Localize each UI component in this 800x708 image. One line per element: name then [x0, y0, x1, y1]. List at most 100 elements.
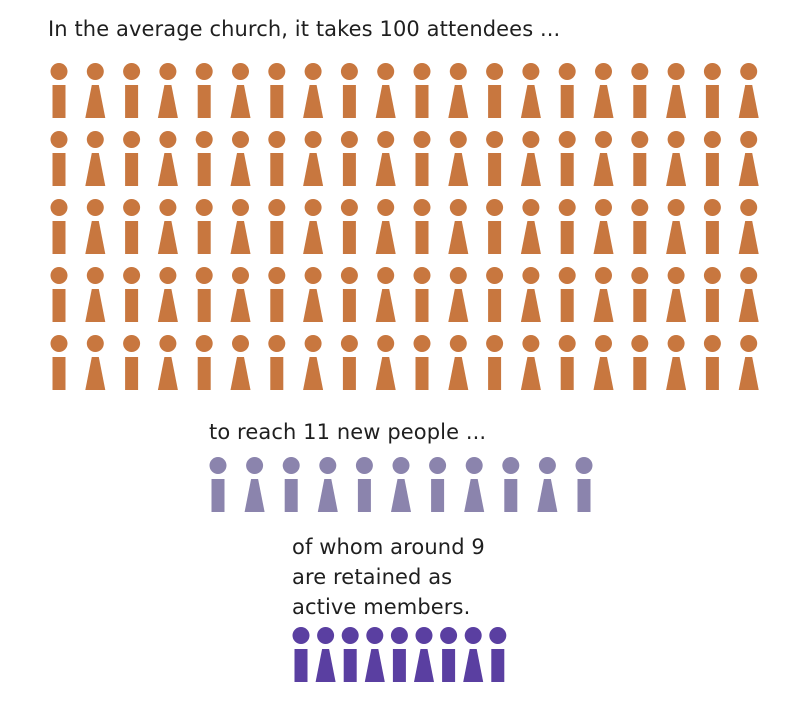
attendee-person-icon: [738, 131, 759, 186]
retained-person-icon: [440, 627, 458, 682]
retained-person-icon: [390, 627, 408, 682]
attendee-person-icon: [230, 131, 251, 186]
attendee-person-icon: [268, 267, 286, 322]
attendee-person-icon: [738, 335, 759, 390]
attendee-person-icon: [230, 335, 251, 390]
attendee-person-icon: [195, 199, 213, 254]
attendee-person-icon: [303, 335, 324, 390]
attendee-person-icon: [666, 267, 687, 322]
attendee-person-icon: [558, 199, 576, 254]
new-person-icon: [282, 457, 300, 512]
attendee-person-icon: [303, 267, 324, 322]
attendee-person-icon: [268, 63, 286, 118]
attendee-person-icon: [50, 199, 68, 254]
attendee-person-icon: [520, 131, 541, 186]
attendee-person-icon: [448, 131, 469, 186]
attendee-person-icon: [157, 335, 178, 390]
attendee-person-icon: [195, 63, 213, 118]
attendee-person-icon: [631, 131, 649, 186]
attendee-person-icon: [123, 335, 141, 390]
retained-person-icon: [414, 627, 434, 682]
attendee-person-icon: [631, 335, 649, 390]
attendee-person-icon: [375, 335, 396, 390]
attendee-person-icon: [448, 199, 469, 254]
attendee-person-icon: [738, 63, 759, 118]
attendee-person-icon: [486, 335, 504, 390]
new-person-icon: [537, 457, 558, 512]
attendee-person-icon: [448, 335, 469, 390]
attendee-person-icon: [50, 131, 68, 186]
attendee-person-icon: [631, 199, 649, 254]
attendee-person-icon: [703, 63, 721, 118]
attendee-person-icon: [558, 267, 576, 322]
attendee-person-icon: [413, 63, 431, 118]
attendee-person-icon: [123, 131, 141, 186]
attendee-person-icon: [268, 335, 286, 390]
retained-person-icon: [489, 627, 507, 682]
reach-caption: to reach 11 new people ...: [209, 420, 487, 444]
attendee-person-icon: [375, 131, 396, 186]
attendee-person-icon: [123, 199, 141, 254]
attendee-person-icon: [703, 267, 721, 322]
attendee-person-icon: [593, 131, 614, 186]
attendee-person-icon: [486, 267, 504, 322]
attendee-person-icon: [303, 199, 324, 254]
retained-line-2: are retained as: [292, 565, 453, 589]
retained-person-icon: [364, 627, 385, 682]
new-person-icon: [355, 457, 373, 512]
attendee-person-icon: [85, 199, 106, 254]
attendee-person-icon: [738, 199, 759, 254]
attendee-person-icon: [520, 335, 541, 390]
attendee-person-icon: [703, 335, 721, 390]
attendee-person-icon: [50, 335, 68, 390]
attendee-person-icon: [558, 63, 576, 118]
retained-person-icon: [341, 627, 359, 682]
attendee-person-icon: [268, 199, 286, 254]
attendee-person-icon: [268, 131, 286, 186]
attendee-person-icon: [123, 63, 141, 118]
attendee-person-icon: [520, 63, 541, 118]
attendee-person-icon: [666, 199, 687, 254]
attendee-person-icon: [413, 199, 431, 254]
attendee-person-icon: [375, 267, 396, 322]
new-person-icon: [502, 457, 520, 512]
attendee-person-icon: [195, 131, 213, 186]
attendee-person-icon: [413, 335, 431, 390]
attendee-person-icon: [85, 267, 106, 322]
attendee-person-icon: [157, 63, 178, 118]
attendee-person-icon: [558, 131, 576, 186]
new-person-icon: [391, 457, 411, 512]
new-person-icon: [209, 457, 227, 512]
new-person-icon: [317, 457, 338, 512]
attendee-person-icon: [195, 267, 213, 322]
attendee-person-icon: [666, 63, 687, 118]
attendee-person-icon: [486, 63, 504, 118]
attendee-person-icon: [375, 199, 396, 254]
attendee-person-icon: [85, 335, 106, 390]
attendee-person-icon: [230, 267, 251, 322]
attendee-person-icon: [593, 267, 614, 322]
retained-person-icon: [292, 627, 310, 682]
attendee-person-icon: [486, 131, 504, 186]
attendee-person-icon: [703, 131, 721, 186]
attendee-person-icon: [413, 131, 431, 186]
new-person-icon: [464, 457, 485, 512]
new-person-icon: [429, 457, 447, 512]
retained-line-3: active members.: [292, 595, 471, 619]
attendee-person-icon: [50, 267, 68, 322]
attendee-person-icon: [157, 199, 178, 254]
retained-caption: of whom around 9 are retained as active …: [292, 532, 485, 622]
retained-line-1: of whom around 9: [292, 535, 485, 559]
new-person-icon: [244, 457, 265, 512]
attendee-person-icon: [593, 63, 614, 118]
attendee-person-icon: [195, 335, 213, 390]
attendee-person-icon: [666, 335, 687, 390]
attendee-person-icon: [85, 131, 106, 186]
attendee-person-icon: [448, 63, 469, 118]
attendee-person-icon: [123, 267, 141, 322]
headline: In the average church, it takes 100 atte…: [48, 17, 561, 41]
attendee-person-icon: [593, 335, 614, 390]
